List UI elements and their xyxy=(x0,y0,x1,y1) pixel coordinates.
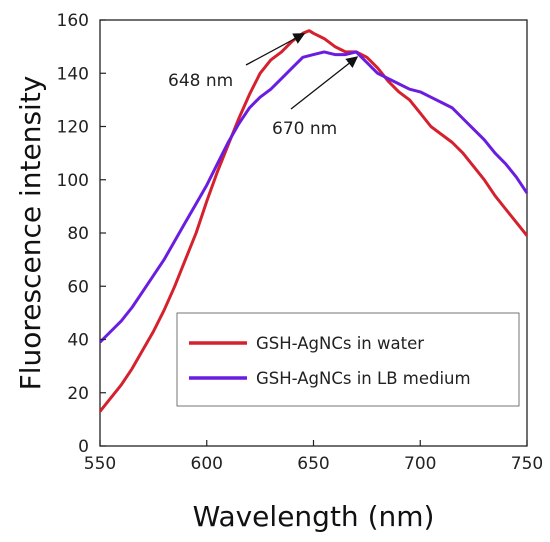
legend: GSH-AgNCs in water GSH-AgNCs in LB medium xyxy=(176,312,520,407)
legend-entry-label: GSH-AgNCs in LB medium xyxy=(256,369,471,388)
y-tick-label: 100 xyxy=(57,171,89,191)
y-tick-label: 140 xyxy=(57,64,89,84)
y-tick-label: 120 xyxy=(57,118,89,138)
annotation-670-nm: 670 nm xyxy=(272,119,337,139)
legend-box xyxy=(176,312,520,407)
y-tick-label: 80 xyxy=(67,224,89,244)
series-layer xyxy=(98,29,529,413)
y-tick-label: 40 xyxy=(67,331,89,351)
annotation-arrow-648 xyxy=(245,33,306,66)
x-tick-label: 700 xyxy=(404,454,436,474)
x-tick-label: 550 xyxy=(84,454,116,474)
x-axis: 550 600 650 700 750 xyxy=(84,440,543,474)
annotation-648-nm: 648 nm xyxy=(168,71,233,91)
series-line-0 xyxy=(98,29,529,413)
x-tick-label: 750 xyxy=(511,454,543,474)
y-tick-label: 160 xyxy=(57,11,89,31)
x-tick-label: 600 xyxy=(191,454,223,474)
y-axis: 0 20 40 60 80 100 120 140 160 xyxy=(57,11,106,457)
x-axis-title: Wavelength (nm) xyxy=(193,500,435,533)
series-line-1 xyxy=(98,50,529,344)
y-tick-label: 60 xyxy=(67,277,89,297)
annotation-layer: 648 nm 670 nm xyxy=(168,33,359,139)
legend-entry-label: GSH-AgNCs in water xyxy=(256,334,424,353)
x-tick-label: 650 xyxy=(297,454,329,474)
y-axis-title: Fluorescence intensity xyxy=(14,76,47,391)
y-tick-label: 20 xyxy=(67,384,89,404)
y-tick-label: 0 xyxy=(78,437,89,457)
annotation-arrow-670 xyxy=(290,56,359,110)
